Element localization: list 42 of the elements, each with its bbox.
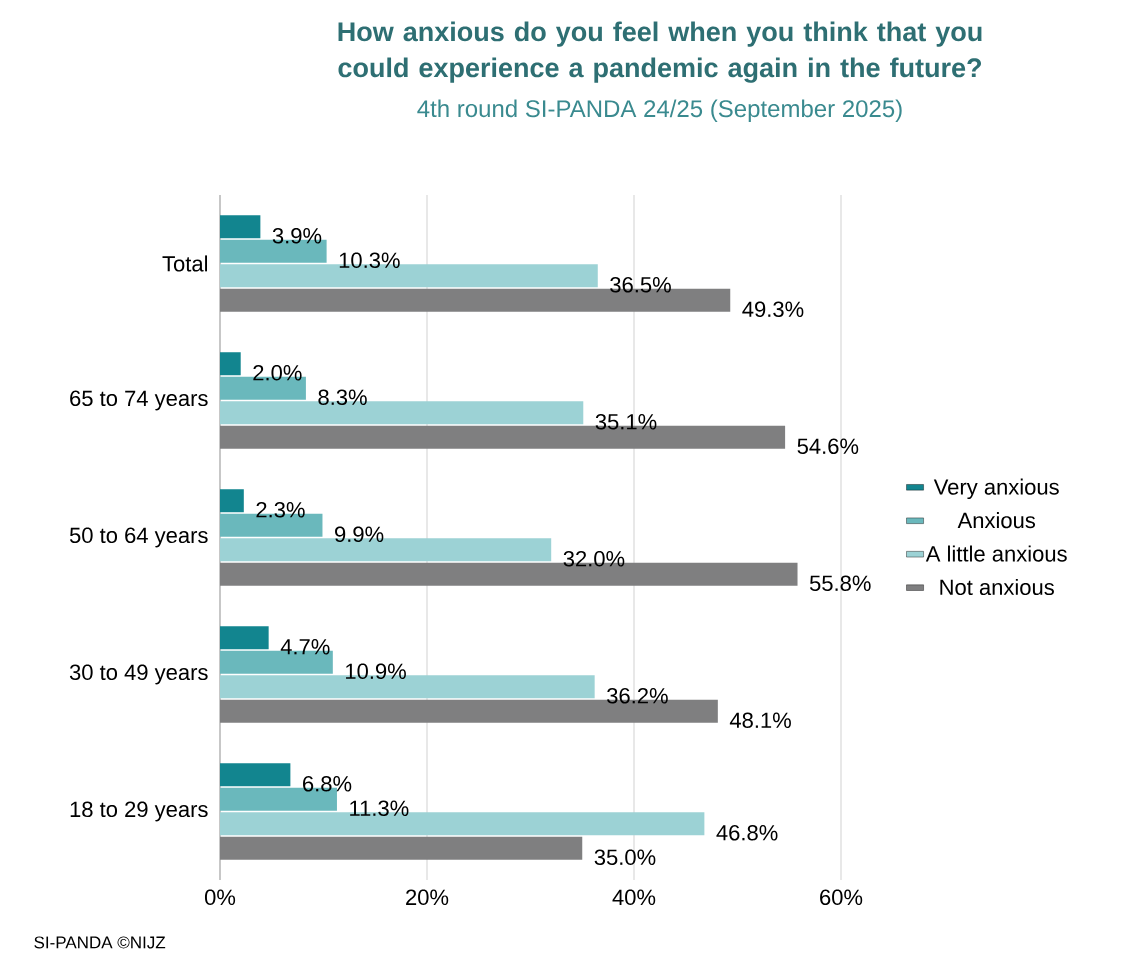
bar — [220, 763, 291, 787]
data-label: 55.8% — [809, 575, 871, 592]
data-label: 8.3% — [318, 389, 367, 406]
y-tick-label: Total — [162, 255, 208, 272]
bar — [220, 836, 583, 860]
data-label: 11.3% — [350, 800, 409, 817]
data-label: 35.1% — [595, 413, 657, 430]
bar — [220, 626, 269, 650]
x-tick-label: 20% — [406, 889, 449, 906]
data-label: 10.9% — [346, 663, 406, 680]
data-label: 3.9% — [272, 227, 322, 244]
chart-title: How anxious do you feel when you think that you could experience a pandemic again in the future? — [338, 21, 982, 83]
legend-label: A little anxious — [925, 545, 1067, 562]
data-label: 32.0% — [563, 550, 625, 567]
legend-label: Not anxious — [940, 578, 1054, 596]
y-tick-label: 50 to 64 years — [69, 527, 208, 548]
data-label: 10.3% — [339, 252, 400, 269]
data-label: 2.3% — [256, 501, 305, 518]
data-label: 46.8% — [716, 824, 778, 841]
data-label: 54.6% — [797, 438, 859, 455]
data-label: 2.0% — [253, 364, 302, 381]
chart-subtitle: 4th round SI-PANDA 24/25 (September 2025) — [417, 99, 902, 122]
data-label: 49.3% — [742, 301, 804, 318]
y-tick-label: 18 to 29 years — [70, 801, 208, 822]
bar — [220, 489, 244, 513]
data-label: 6.8% — [303, 775, 352, 792]
x-tick-label: 40% — [612, 889, 656, 906]
bar — [220, 352, 241, 376]
x-tick-label: 0% — [204, 889, 236, 906]
data-label: 36.2% — [607, 687, 668, 704]
y-tick-label: 65 to 74 years — [70, 390, 208, 411]
y-tick-label: 30 to 49 years — [69, 664, 208, 685]
bar — [220, 215, 261, 239]
legend-label: Anxious — [957, 512, 1036, 529]
data-label: 36.5% — [610, 276, 671, 293]
data-label: 35.0% — [594, 849, 656, 866]
data-label: 4.7% — [280, 639, 330, 655]
legend-label: Very anxious — [933, 478, 1059, 500]
x-tick-label: 60% — [820, 889, 863, 906]
data-label: 9.9% — [335, 526, 384, 543]
text: SI-PANDA ©NIJZ — [34, 936, 166, 949]
data-label: 48.1% — [729, 712, 791, 729]
